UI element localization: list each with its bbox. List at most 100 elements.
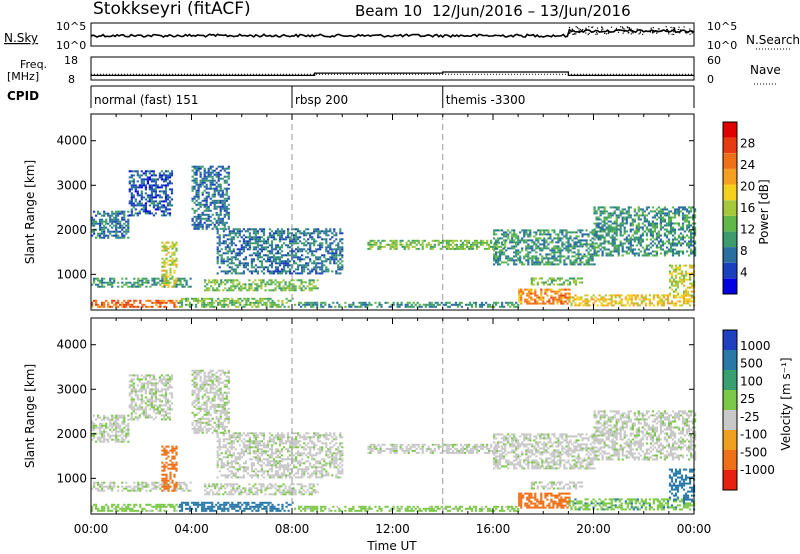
echo-cell — [599, 236, 602, 239]
echo-cell — [148, 198, 151, 201]
echo-cell — [685, 272, 688, 275]
echo-cell — [205, 199, 208, 202]
echo-cell — [563, 259, 566, 262]
echo-cell — [133, 503, 136, 506]
echo-cell — [235, 503, 238, 506]
echo-cell — [614, 302, 617, 305]
echo-cell — [649, 246, 652, 249]
echo-cell — [410, 509, 413, 512]
echo-cell — [287, 258, 290, 261]
echo-cell — [555, 247, 558, 250]
echo-cell — [308, 287, 311, 290]
echo-cell — [450, 303, 453, 306]
echo-cell — [668, 294, 672, 297]
echo-cell — [673, 252, 677, 255]
echo-cell — [408, 505, 411, 508]
echo-cell — [278, 232, 282, 235]
echo-cell — [681, 212, 685, 215]
echo-cell — [377, 247, 380, 250]
echo-cell — [651, 222, 654, 225]
echo-cell — [587, 257, 590, 260]
nsearch-dot — [639, 31, 641, 33]
echo-cell — [211, 199, 214, 202]
echo-cell — [595, 232, 598, 235]
echo-cell — [154, 200, 157, 203]
echo-cell — [158, 194, 161, 197]
echo-cell — [593, 254, 596, 257]
echo-cell — [321, 242, 324, 245]
echo-cell — [431, 247, 434, 250]
echo-cell — [656, 296, 659, 299]
echo-cell — [280, 272, 284, 275]
echo-cell — [107, 281, 110, 284]
echo-cell — [272, 258, 276, 261]
echo-cell — [254, 248, 257, 251]
echo-cell — [295, 252, 298, 255]
echo-cell — [680, 278, 684, 281]
echo-cell — [130, 214, 133, 217]
echo-cell — [274, 266, 278, 269]
echo-cell — [681, 224, 685, 227]
echo-cell — [559, 261, 562, 264]
echo-cell — [280, 244, 284, 247]
echo-cell — [154, 182, 157, 185]
echo-cell — [170, 190, 174, 193]
echo-cell — [111, 285, 114, 288]
echo-cell — [140, 186, 143, 189]
echo-cell — [391, 243, 394, 246]
echo-cell — [677, 214, 681, 217]
echo-cell — [609, 216, 612, 219]
echo-cell — [274, 256, 278, 259]
echo-cell — [685, 300, 688, 303]
echo-cell — [303, 244, 306, 247]
echo-cell — [380, 303, 383, 306]
echo-cell — [313, 260, 316, 263]
echo-cell — [522, 292, 525, 295]
echo-cell — [213, 301, 216, 304]
echo-cell — [287, 254, 290, 257]
echo-cell — [528, 300, 531, 303]
echo-cell — [673, 212, 677, 215]
echo-cell — [308, 283, 311, 286]
echo-cell — [252, 289, 255, 292]
echo-cell — [543, 263, 546, 266]
echo-cell — [411, 241, 414, 244]
echo-cell — [327, 270, 330, 273]
echo-cell — [274, 279, 277, 282]
echo-cell — [207, 215, 210, 218]
echo-cell — [662, 302, 665, 305]
echo-cell — [617, 224, 620, 227]
echo-cell — [234, 268, 237, 271]
echo-cell — [143, 277, 146, 280]
echo-cell — [232, 242, 235, 245]
echo-cell — [227, 177, 230, 180]
echo-cell — [471, 241, 475, 244]
echo-cell — [399, 241, 402, 244]
echo-cell — [224, 270, 227, 273]
echo-cell — [523, 255, 526, 258]
echo-cell — [107, 236, 110, 239]
echo-cell — [195, 189, 198, 192]
echo-cell — [211, 177, 214, 180]
echo-cell — [364, 301, 367, 304]
echo-cell — [93, 232, 96, 235]
echo-cell — [665, 236, 669, 239]
echo-cell — [260, 236, 263, 239]
echo-cell — [128, 170, 131, 173]
echo-cell — [537, 257, 540, 260]
echo-cell — [237, 505, 240, 508]
echo-cell — [162, 192, 166, 195]
echo-cell — [316, 505, 319, 508]
echo-cell — [649, 228, 652, 231]
echo-cell — [195, 503, 198, 506]
echo-cell — [601, 246, 604, 249]
echo-cell — [160, 176, 163, 179]
echo-cell — [111, 277, 114, 280]
echo-cell — [292, 285, 295, 288]
echo-cell — [238, 252, 241, 255]
echo-cell — [225, 303, 228, 306]
echo-cell — [224, 228, 227, 231]
nsearch-dot — [632, 32, 634, 34]
echo-cell — [121, 301, 124, 304]
echo-cell — [225, 191, 228, 194]
